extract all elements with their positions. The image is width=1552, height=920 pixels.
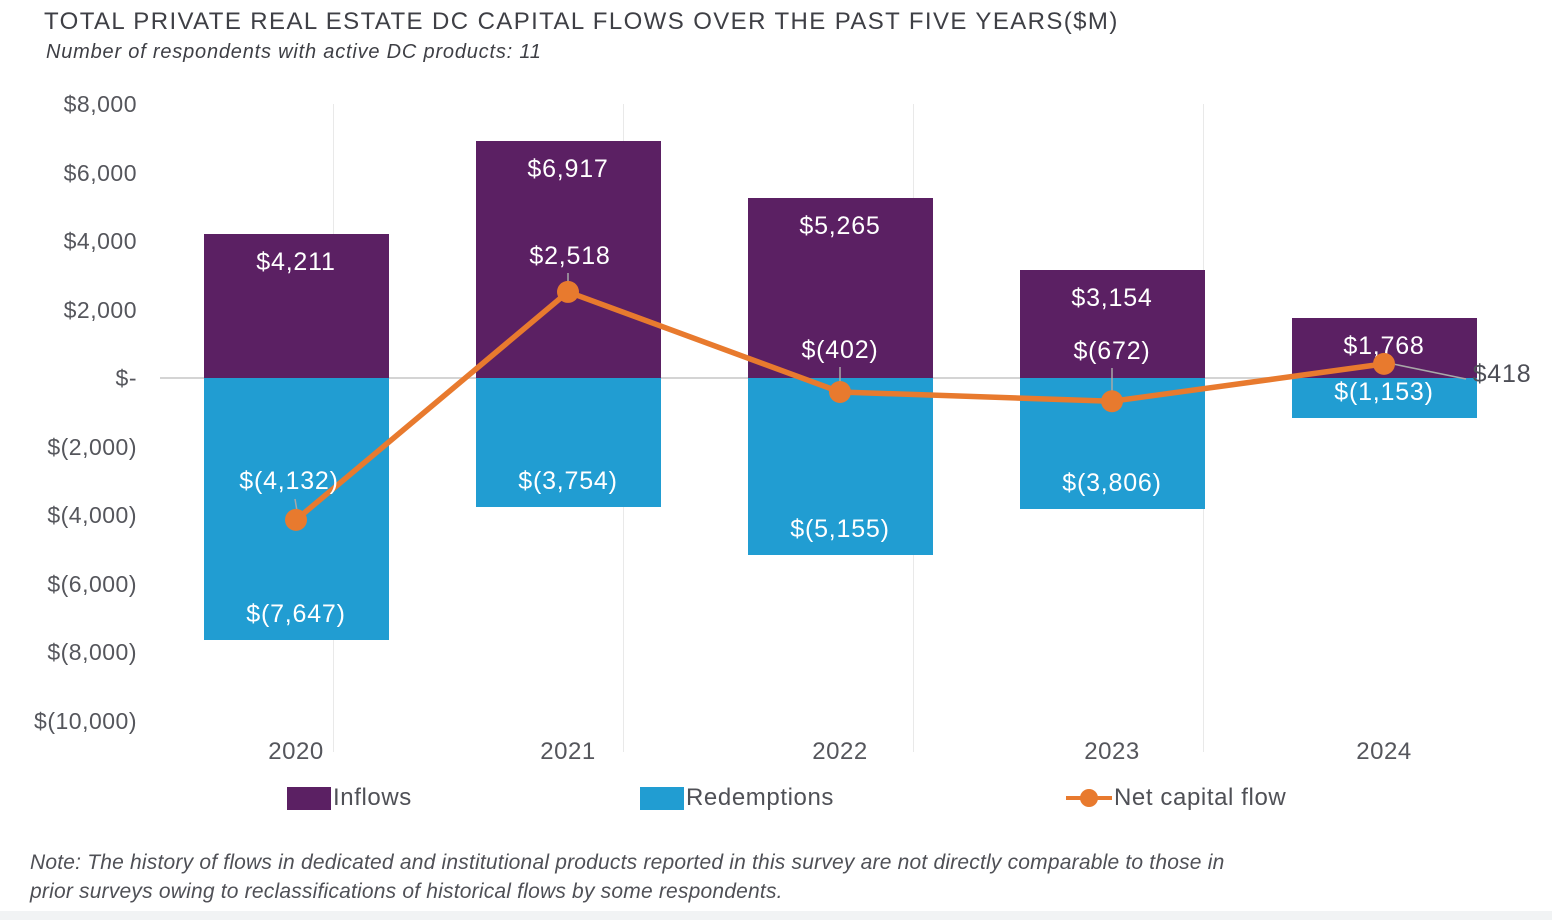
y-axis-tick-label: $(2,000) [47, 433, 137, 460]
chart-subtitle: Number of respondents with active DC pro… [46, 41, 542, 63]
y-axis-tick-label: $2,000 [63, 296, 137, 323]
label-net-2021: $2,518 [529, 241, 611, 270]
bottom-strip-decoration [0, 911, 1552, 920]
x-axis-label-2024: 2024 [1356, 738, 1412, 765]
y-axis-tick-label: $6,000 [63, 159, 137, 186]
label-redemptions-2021: $(3,754) [518, 466, 618, 495]
label-redemptions-2022: $(5,155) [790, 514, 890, 543]
redemptions-swatch-icon [640, 786, 684, 810]
label-inflows-2024: $1,768 [1343, 331, 1425, 360]
label-inflows-2022: $5,265 [799, 211, 881, 240]
footnote: Note: The history of flows in dedicated … [30, 851, 1225, 903]
y-axis-tick-label: $4,000 [63, 228, 137, 255]
y-axis-tick-label: $(8,000) [47, 639, 137, 666]
legend-label-redemptions: Redemptions [686, 784, 835, 811]
x-axis-label-2021: 2021 [540, 738, 596, 765]
inflows-swatch-icon [287, 786, 331, 810]
label-net-2024: $418 [1472, 359, 1532, 388]
label-redemptions-2023: $(3,806) [1062, 468, 1162, 497]
y-axis-tick-label: $(4,000) [47, 502, 137, 529]
y-axis-tick-label: $(10,000) [34, 708, 137, 734]
label-inflows-2020: $4,211 [256, 247, 336, 276]
y-axis-tick-label: $(6,000) [47, 570, 137, 597]
chart-title: TOTAL PRIVATE REAL ESTATE DC CAPITAL FLO… [44, 8, 1119, 35]
x-axis-label-2022: 2022 [812, 738, 868, 765]
legend-item-net-capital-flow: Net capital flow [1066, 784, 1287, 811]
legend-label-inflows: Inflows [333, 784, 412, 811]
legend-item-redemptions: Redemptions [640, 784, 835, 811]
label-redemptions-2020: $(7,647) [246, 600, 346, 629]
y-axis-tick-label: $8,000 [63, 91, 137, 117]
label-net-2020: $(4,132) [239, 466, 339, 495]
legend-label-net: Net capital flow [1114, 784, 1287, 811]
label-net-2023: $(672) [1073, 337, 1151, 366]
label-inflows-2021: $6,917 [527, 155, 609, 184]
x-axis-label-2023: 2023 [1084, 738, 1140, 765]
x-axis-label-2020: 2020 [268, 738, 324, 765]
label-inflows-2023: $3,154 [1071, 284, 1153, 313]
label-net-2022: $(402) [801, 336, 879, 364]
y-axis-tick-label: $- [115, 365, 137, 392]
net-line-swatch-icon [1066, 786, 1112, 810]
legend-item-inflows: Inflows [287, 784, 412, 811]
